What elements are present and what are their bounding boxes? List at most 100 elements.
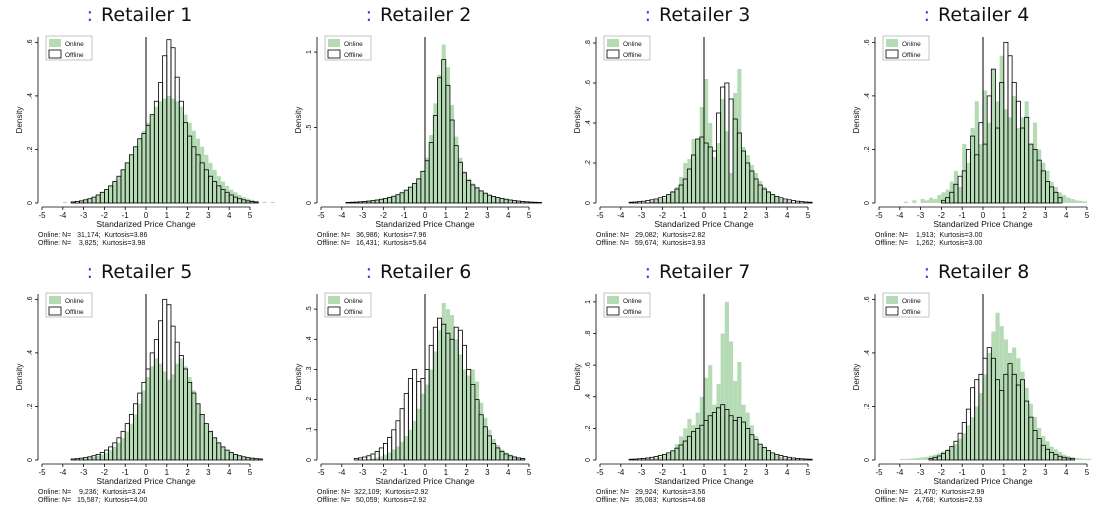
x-tick-label: 1 [723, 211, 728, 220]
x-tick-label: -4 [896, 211, 904, 220]
online-bar [687, 159, 692, 203]
x-tick-label: 3 [485, 211, 490, 220]
title-text: Retailer 5 [101, 261, 193, 283]
legend-label-online: Online [902, 41, 921, 48]
online-bar [753, 436, 759, 460]
y-axis-title: Density [852, 364, 861, 391]
online-bar [695, 412, 700, 460]
x-tick-label: -5 [317, 211, 325, 220]
online-bar [458, 157, 463, 203]
online-bar [928, 455, 934, 460]
offline-note: Offline: N= 1,262; Kurtosis=3.00 [875, 240, 983, 247]
online-bar [937, 194, 942, 203]
x-tick-label: -5 [875, 468, 883, 477]
offline-bar [70, 458, 76, 461]
x-tick-label: 5 [1085, 468, 1090, 477]
online-bar [1032, 122, 1038, 203]
online-bar [941, 192, 946, 203]
online-bar [400, 441, 405, 460]
online-bar [241, 456, 246, 460]
y-tick-label: .2 [27, 403, 34, 409]
online-bar [1049, 181, 1054, 203]
online-bar [375, 457, 380, 460]
x-tick-label: -2 [659, 211, 667, 220]
online-bar [158, 363, 163, 460]
online-bar [516, 457, 521, 460]
y-tick-label: .2 [585, 425, 592, 431]
y-tick-label: .5 [306, 125, 313, 131]
online-bar [1082, 201, 1087, 203]
title-prefix: : [365, 261, 373, 283]
offline-bar [807, 458, 813, 461]
online-bar [412, 420, 417, 460]
x-tick-label: 4 [227, 468, 232, 477]
x-tick-label: 0 [423, 211, 428, 220]
online-bar [1062, 194, 1067, 203]
online-bar [949, 446, 954, 460]
online-bar [433, 103, 438, 203]
online-bar [100, 192, 105, 203]
chart-title: : Retailer 6 [279, 261, 558, 283]
online-bar [1087, 458, 1092, 460]
online-bar [704, 377, 709, 460]
online-bar [1028, 144, 1033, 203]
online-bar [391, 196, 396, 203]
x-axis-title: Standarized Price Change [654, 219, 754, 229]
x-tick-label: 2 [185, 468, 190, 477]
online-bar [154, 106, 159, 203]
online-bar [1045, 170, 1050, 203]
online-bar [1012, 347, 1017, 460]
title-text: Retailer 8 [938, 261, 1030, 283]
offline-bar [803, 201, 809, 204]
x-tick-label: -2 [938, 468, 946, 477]
legend-swatch-online [886, 296, 898, 304]
x-tick-label: -5 [317, 468, 325, 477]
online-bar [520, 458, 525, 460]
x-tick-label: 5 [527, 211, 532, 220]
online-bar [1066, 197, 1071, 203]
online-bar [254, 458, 259, 460]
online-bar [995, 312, 1000, 460]
online-bar [262, 201, 267, 203]
title-prefix: : [644, 261, 652, 283]
chart-title: : Retailer 8 [837, 261, 1116, 283]
online-bar [141, 390, 146, 460]
online-bar [175, 101, 180, 203]
online-bar [933, 198, 938, 203]
online-bar [412, 183, 417, 203]
online-bar [783, 200, 788, 203]
x-tick-label: 5 [527, 468, 532, 477]
online-bar [728, 341, 734, 460]
online-bar [387, 197, 392, 203]
y-tick-label: .2 [864, 146, 871, 152]
online-note: Online: N= 1,913; Kurtosis=3.00 [875, 232, 983, 239]
online-bar [1007, 117, 1013, 203]
online-bar [416, 408, 421, 460]
online-bar [91, 456, 97, 460]
online-bar [116, 176, 122, 203]
sample-notes: Online: N= 36,986; Kurtosis=7.96 Offline:… [317, 232, 557, 248]
x-tick-label: 3 [206, 211, 211, 220]
online-bar [928, 197, 934, 203]
online-bar [762, 447, 767, 460]
online-bar [658, 456, 663, 460]
y-tick-label: .6 [864, 39, 871, 45]
offline-note: Offline: N= 16,431; Kurtosis=5.64 [317, 240, 427, 247]
online-bar [695, 139, 700, 203]
online-bar [991, 69, 996, 204]
online-bar [737, 69, 742, 203]
online-bar [183, 114, 188, 203]
online-bar [999, 326, 1004, 460]
x-tick-label: -5 [38, 468, 46, 477]
online-bar [649, 201, 655, 203]
online-bar [1028, 403, 1033, 460]
online-bar [87, 198, 92, 203]
offline-bar [353, 458, 359, 461]
online-bar [945, 449, 950, 460]
x-tick-label: 0 [144, 468, 149, 477]
online-bar [508, 199, 513, 203]
online-bar [441, 44, 446, 203]
offline-bar [1057, 197, 1063, 204]
online-bar [1045, 441, 1050, 460]
online-bar [978, 144, 983, 203]
